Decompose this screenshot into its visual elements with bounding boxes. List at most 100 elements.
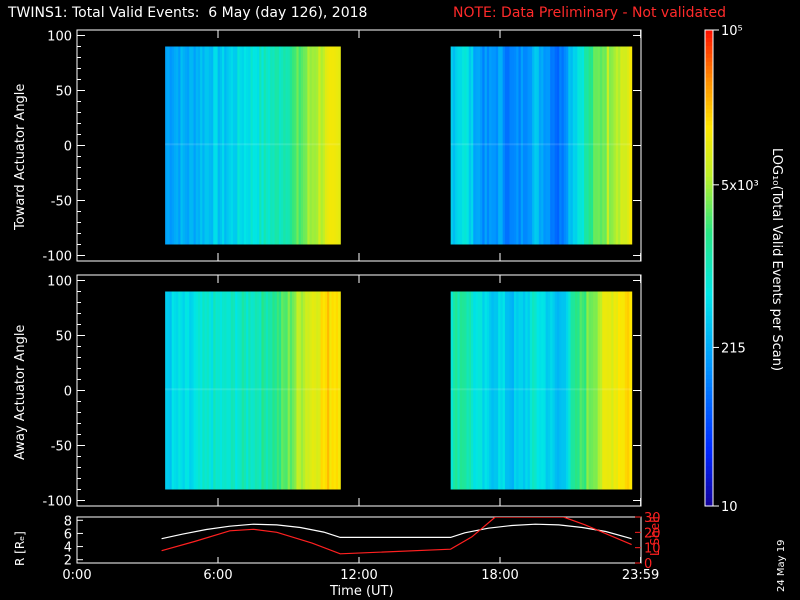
away-block0-col: [197, 291, 201, 490]
toward-block1-col: [480, 46, 483, 245]
orbit-frame: [76, 516, 642, 564]
colorbar-segment: [705, 438, 713, 444]
colorbar-segment: [705, 77, 713, 83]
toward-block0-col: [294, 46, 298, 245]
colorbar-segment: [705, 371, 713, 376]
orbit-ytick-left-label: 8: [64, 514, 72, 529]
preliminary-note: NOTE: Data Preliminary - Not validated: [453, 5, 727, 21]
colorbar-segment: [705, 176, 713, 182]
colorbar-segment: [705, 319, 713, 325]
orbit-ytick-right-label: 20: [644, 526, 661, 541]
away-block1-col: [599, 291, 603, 490]
orbit-xtick-label: 0:00: [62, 568, 91, 583]
toward-block1-col: [620, 46, 624, 245]
away-block1-col: [486, 291, 490, 490]
away-block0-col: [300, 291, 304, 490]
toward-block1-col: [575, 46, 578, 245]
away-block1-col: [618, 291, 621, 490]
toward-block1-col: [473, 46, 477, 245]
toward-block1-col: [538, 46, 542, 245]
toward-block0-col: [246, 46, 249, 245]
away-block0-col: [303, 291, 306, 490]
colorbar-segment: [705, 164, 713, 170]
toward-block1-col: [579, 46, 583, 245]
away-ytick-label: 100: [47, 275, 72, 290]
toward-block1-col: [511, 46, 515, 245]
toward-block0-col: [167, 46, 171, 245]
away-block1-col: [554, 291, 558, 490]
away-block0-col: [292, 291, 295, 490]
colorbar-segment: [705, 355, 713, 360]
away-block0-col: [246, 291, 249, 490]
colorbar-segment: [705, 224, 713, 229]
toward-block1-col: [486, 46, 490, 245]
away-block0-col: [178, 291, 182, 490]
away-block1-col: [624, 291, 628, 490]
away-block0-col: [182, 291, 186, 490]
colorbar-segment: [705, 315, 713, 321]
away-block0-col: [276, 291, 280, 490]
toward-block0-col: [318, 46, 322, 245]
away-block1-col: [455, 291, 459, 490]
away-block1-col: [498, 291, 502, 490]
away-block1-col: [461, 291, 465, 490]
toward-block0-col: [311, 46, 315, 245]
away-ytick-label: -100: [42, 495, 72, 510]
toward-block0-col: [254, 46, 258, 245]
colorbar-segment: [705, 184, 713, 190]
away-block0-col: [232, 291, 236, 490]
colorbar-segment: [705, 149, 713, 154]
away-block0-col: [281, 291, 284, 490]
toward-block0-col: [327, 46, 330, 245]
colorbar-segment: [705, 220, 713, 225]
away-block1-col: [556, 291, 560, 490]
toward-block1-col: [586, 46, 590, 245]
colorbar-segment: [705, 430, 713, 436]
toward-block0-col: [228, 46, 232, 245]
away-block0-col: [289, 291, 293, 490]
toward-block0-col: [204, 46, 208, 245]
away-block0-col: [338, 291, 341, 490]
colorbar-segment: [705, 168, 713, 174]
toward-block0-col: [265, 46, 269, 245]
toward-block0-col: [316, 46, 319, 245]
away-block1-col: [450, 291, 454, 490]
lshell-ylabel: L Shell: [648, 516, 662, 556]
toward-block0-col: [281, 46, 284, 245]
away-block0-col: [267, 291, 271, 490]
away-block0-col: [219, 291, 223, 490]
away-block0-col: [173, 291, 177, 490]
away-block1-col: [550, 291, 554, 490]
toward-block1-col: [624, 46, 628, 245]
toward-block0-col: [243, 46, 247, 245]
away-block1-col: [538, 291, 542, 490]
toward-block0-col: [285, 46, 289, 245]
away-block1-col: [459, 291, 463, 490]
away-block1-col: [480, 291, 483, 490]
away-block0-col: [248, 291, 252, 490]
away-block1-col: [464, 291, 468, 490]
away-block1-col: [606, 291, 610, 490]
away-block1-col: [525, 291, 529, 490]
colorbar-segment: [705, 252, 713, 257]
away-block1-col: [552, 291, 556, 490]
away-block0-col: [228, 291, 232, 490]
toward-block0-col: [331, 46, 335, 245]
colorbar-segment: [705, 109, 713, 114]
colorbar-segment: [705, 256, 713, 261]
colorbar-segment: [705, 264, 713, 269]
colorbar-segment: [705, 41, 713, 47]
toward-block1-col: [622, 46, 626, 245]
colorbar-segment: [705, 466, 713, 471]
away-block0-col: [261, 291, 265, 490]
toward-block1-col: [520, 46, 524, 245]
toward-block1-col: [611, 46, 615, 245]
away-block1-col: [529, 291, 533, 490]
away-block1-col: [466, 291, 470, 490]
away-block1-col: [523, 291, 526, 490]
away-block0-col: [165, 291, 168, 490]
colorbar-segment: [705, 454, 713, 459]
toward-block1-col: [455, 46, 459, 245]
colorbar-segment: [705, 196, 713, 202]
toward-block0-col: [173, 46, 177, 245]
